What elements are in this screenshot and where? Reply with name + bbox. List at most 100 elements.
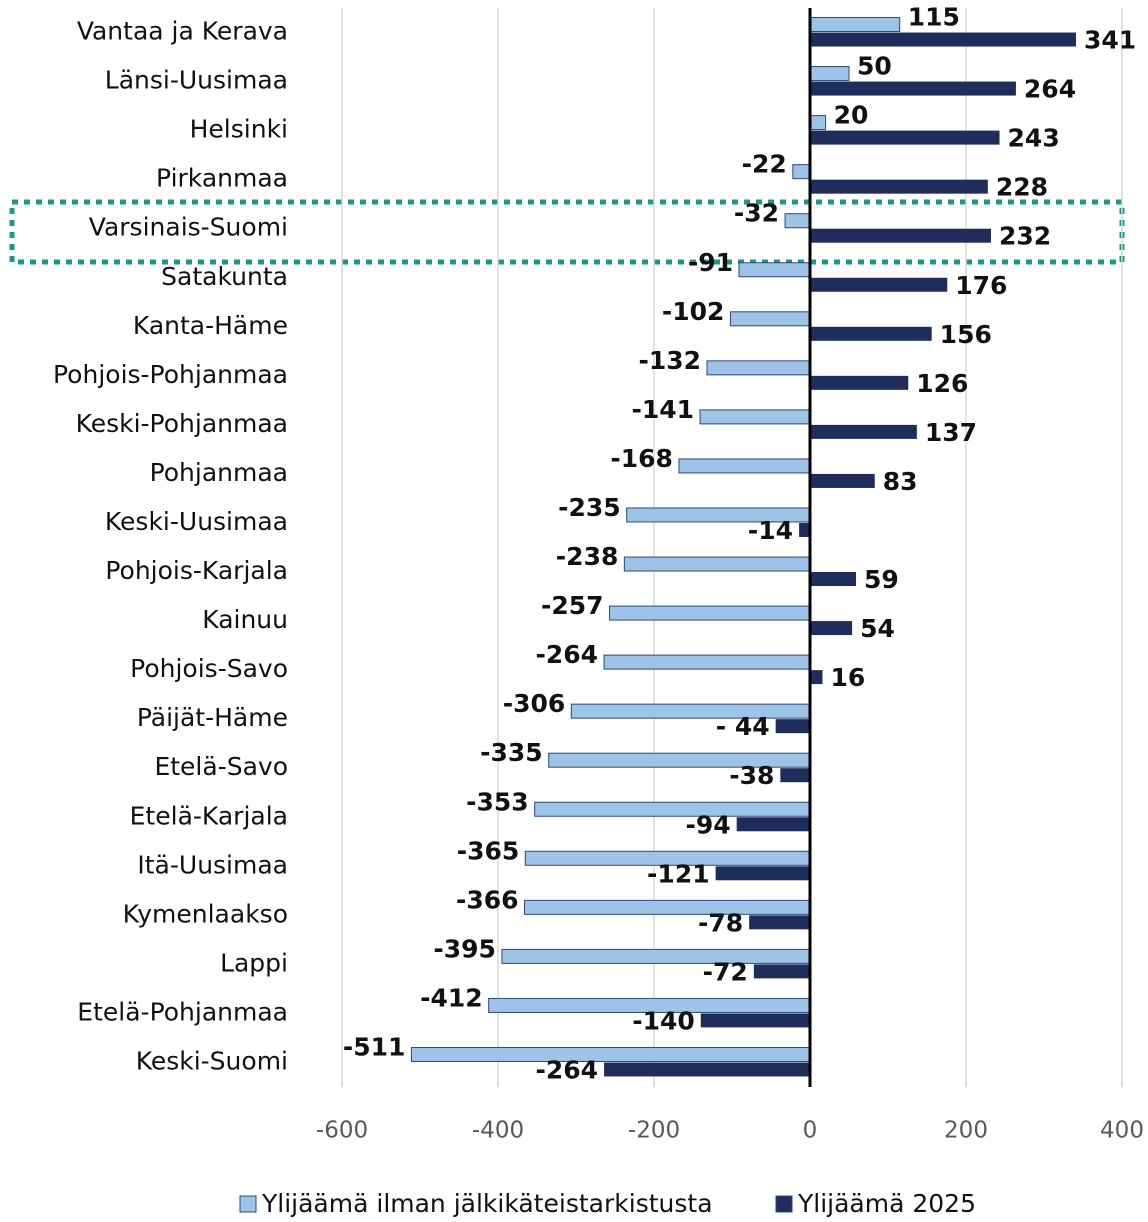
bar	[729, 311, 811, 327]
bar	[792, 164, 811, 180]
value-label: -365	[457, 836, 520, 865]
category-label: Keski-Pohjanmaa	[76, 409, 288, 438]
value-label: 50	[857, 52, 892, 81]
legend-swatch	[775, 1195, 793, 1213]
value-label: -264	[536, 640, 599, 669]
bar	[775, 719, 810, 734]
bar	[715, 866, 810, 881]
category-label: Vantaa ja Kerava	[77, 17, 288, 46]
value-label: 137	[925, 418, 977, 447]
value-label: 20	[834, 101, 869, 130]
bar	[524, 899, 811, 915]
value-label: -32	[734, 199, 779, 228]
bar	[738, 262, 811, 278]
bar	[810, 228, 991, 243]
bar	[810, 572, 857, 587]
bar	[810, 81, 1016, 96]
value-label: -72	[703, 957, 748, 986]
value-label: -94	[686, 810, 731, 839]
value-label: -121	[647, 859, 710, 888]
value-label: 115	[908, 3, 960, 32]
bar	[736, 817, 810, 832]
value-label: -140	[632, 1006, 695, 1035]
category-label: Keski-Uusimaa	[105, 507, 288, 536]
bar	[706, 360, 811, 376]
bar	[410, 1046, 811, 1062]
category-label: Kanta-Häme	[133, 311, 288, 340]
value-label: -511	[343, 1032, 406, 1061]
legend-label: Ylijäämä ilman jälkikäteistarkistusta	[261, 1189, 713, 1218]
bar	[810, 670, 823, 685]
x-tick-label: 400	[1100, 1118, 1144, 1144]
bar	[678, 458, 811, 474]
category-label: Etelä-Karjala	[130, 801, 288, 830]
value-label: -14	[748, 516, 793, 545]
value-label: 156	[940, 320, 992, 349]
value-label: -366	[456, 885, 519, 914]
value-label: -22	[742, 150, 787, 179]
category-label: Etelä-Savo	[154, 752, 288, 781]
value-label: -353	[466, 787, 529, 816]
bar	[809, 66, 850, 82]
value-label: -132	[638, 346, 701, 375]
bar	[603, 654, 811, 670]
value-label: 232	[999, 222, 1051, 251]
value-label: 341	[1084, 26, 1136, 55]
value-label: 83	[883, 467, 918, 496]
x-tick-label: 200	[944, 1118, 988, 1144]
bar	[699, 409, 811, 425]
bar	[810, 130, 1000, 145]
bar	[749, 915, 810, 930]
bar	[810, 32, 1076, 47]
value-label: -168	[610, 444, 673, 473]
value-label: 16	[830, 663, 865, 692]
bar	[809, 17, 901, 33]
value-label: 54	[860, 614, 895, 643]
value-label: -306	[503, 689, 566, 718]
category-label: Pohjois-Karjala	[105, 556, 288, 585]
category-label: Kainuu	[202, 605, 288, 634]
bar	[753, 964, 810, 979]
value-label: 264	[1024, 75, 1076, 104]
category-label: Helsinki	[190, 115, 288, 144]
bar	[501, 948, 811, 964]
category-label: Pohjois-Pohjanmaa	[53, 360, 288, 389]
bar	[810, 621, 853, 636]
legend-swatch	[239, 1195, 257, 1213]
category-label: Lappi	[220, 948, 288, 977]
value-label: -238	[556, 542, 619, 571]
category-label: Varsinais-Suomi	[89, 213, 288, 242]
bar	[700, 1013, 810, 1028]
x-tick-label: -200	[628, 1118, 680, 1144]
x-tick-label: 0	[803, 1118, 818, 1144]
value-label: 228	[996, 173, 1048, 202]
bar	[799, 522, 810, 537]
x-tick-label: -600	[316, 1118, 368, 1144]
bar	[534, 801, 811, 817]
category-label: Päijät-Häme	[137, 703, 288, 732]
value-label: -412	[420, 983, 483, 1012]
category-label: Keski-Suomi	[136, 1046, 288, 1075]
value-label: 243	[1008, 124, 1060, 153]
category-label: Länsi-Uusimaa	[105, 66, 288, 95]
bar	[784, 213, 811, 229]
bar	[570, 703, 811, 719]
category-label: Kymenlaakso	[123, 899, 288, 928]
value-label: -102	[662, 297, 725, 326]
bar	[810, 277, 948, 292]
value-label: -264	[536, 1055, 599, 1084]
category-label: Etelä-Pohjanmaa	[77, 997, 288, 1026]
value-label: -257	[541, 591, 604, 620]
category-label: Pohjois-Savo	[130, 654, 288, 683]
category-label: Itä-Uusimaa	[137, 850, 288, 879]
category-label: Pohjanmaa	[150, 458, 288, 487]
value-label: -395	[433, 934, 496, 963]
bar	[810, 424, 917, 439]
legend-label: Ylijäämä 2025	[797, 1189, 976, 1218]
value-label: 176	[955, 271, 1007, 300]
x-tick-label: -400	[472, 1118, 524, 1144]
bar	[623, 556, 811, 572]
value-label: -78	[698, 908, 743, 937]
bar	[810, 375, 909, 390]
value-label: -38	[729, 761, 774, 790]
